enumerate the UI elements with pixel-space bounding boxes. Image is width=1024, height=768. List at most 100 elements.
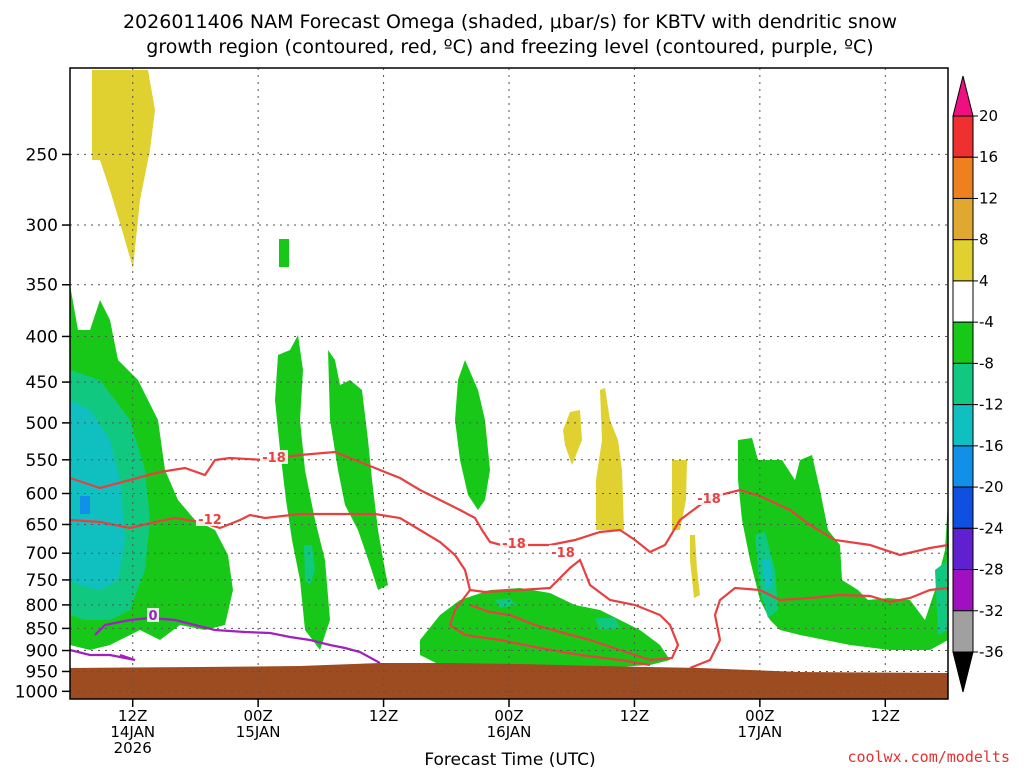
shade-green-small (279, 239, 289, 267)
x-tick-label: 12Z (118, 707, 147, 725)
colorbar-swatch (952, 527, 974, 571)
shade-blue-left (80, 496, 90, 514)
freezing-level-contours (69, 616, 381, 664)
colorbar-label: 4 (979, 272, 989, 290)
colorbar-swatch (952, 156, 974, 199)
y-tick-label: 350 (26, 276, 58, 296)
shade-green-right (738, 438, 948, 650)
contour-label-bg (695, 491, 723, 505)
colorbar-swatch (952, 610, 974, 653)
y-tick-label: 500 (26, 414, 58, 434)
colorbar-label: -4 (979, 313, 994, 331)
colorbar-label: 16 (979, 148, 998, 166)
contour-label: 0 (148, 609, 157, 624)
contour-label: -18 (262, 451, 286, 466)
x-tick-date: 15JAN (236, 723, 281, 741)
shade-yellow-a (563, 410, 582, 465)
colorbar-label: 8 (979, 231, 989, 249)
colorbar-swatch (952, 404, 974, 447)
colorbar-swatch (952, 362, 974, 406)
x-tick-date: 14JAN (110, 723, 155, 741)
x-tick-label: 00Z (745, 707, 774, 725)
x-tick-label: 00Z (494, 707, 523, 725)
y-tick-label: 1000 (15, 682, 58, 702)
colorbar-label: -16 (979, 437, 1004, 455)
shade-yellow-b (596, 388, 624, 530)
y-tick-label: 550 (26, 451, 58, 471)
x-tick-year: 2026 (114, 739, 152, 757)
x-tick-label: 12Z (871, 707, 900, 725)
y-tick-label: 600 (26, 484, 58, 504)
colorbar-label: -24 (979, 519, 1004, 537)
x-tick-date: 16JAN (487, 723, 532, 741)
y-tick-label: 800 (26, 596, 58, 616)
contour-label: -18 (697, 492, 721, 507)
shade-green-col2 (328, 350, 388, 590)
contour-label-bg (549, 545, 577, 559)
contour-label: -18 (502, 537, 526, 552)
contour-label-bg (147, 608, 159, 622)
grid (70, 68, 948, 699)
y-tick-label: 950 (26, 662, 58, 682)
contour-minus18-right (689, 586, 949, 670)
x-axis-label: Forecast Time (UTC) (424, 750, 595, 768)
colorbar-label: -8 (979, 354, 994, 372)
x-tick-label: 12Z (369, 707, 398, 725)
colorbar-label: -32 (979, 602, 1004, 620)
contour-minus12 (69, 512, 651, 667)
y-tick-label: 700 (26, 544, 58, 564)
colorbar-swatch (952, 115, 974, 158)
chart-title-line1: 2026011406 NAM Forecast Omega (shaded, μ… (123, 11, 897, 33)
colorbar-label: -12 (979, 396, 1004, 414)
contour-zero-b (94, 616, 381, 664)
y-tick-label: 650 (26, 515, 58, 535)
shade-teal-dome2 (595, 618, 620, 630)
shade-teal-col1 (304, 545, 315, 585)
contour-minus18-lower (469, 558, 680, 662)
colorbar-swatch (952, 197, 974, 241)
contour-labels: -18 -12 -18 -18 -18 0 (147, 450, 723, 624)
y-tick-label: 850 (26, 619, 58, 639)
y-axis-ticks: 250 300 350 400 450 500 550 600 650 700 750 800 850 9… (15, 145, 70, 702)
y-tick-label: 900 (26, 642, 58, 662)
contour-zero-a (69, 648, 136, 662)
contour-label-bg (500, 536, 528, 550)
y-tick-label: 300 (26, 216, 58, 236)
y-tick-label: 750 (26, 571, 58, 591)
x-tick-label: 12Z (620, 707, 649, 725)
x-tick-date: 17JAN (737, 723, 782, 741)
shade-cyan-right (762, 558, 773, 590)
colorbar-label: -36 (979, 643, 1004, 661)
colorbar-top-arrow (952, 75, 974, 117)
ground-terrain (70, 663, 948, 699)
shade-yellow-upper (92, 70, 155, 268)
colorbar-bottom-arrow (952, 651, 974, 693)
contour-label-bg (260, 450, 288, 464)
colorbar-swatch (952, 569, 974, 612)
colorbar-label: -20 (979, 478, 1004, 496)
shade-teal-dome (495, 598, 515, 608)
shade-yellow-d (690, 535, 700, 598)
colorbar-swatch (952, 280, 974, 323)
contour-label: -18 (551, 546, 575, 561)
colorbar: 20 16 12 8 4 -4 -8 -12 -16 -20 -24 -28 -32 -36 (952, 75, 1004, 693)
shade-yellow-c (672, 460, 687, 530)
colorbar-label: -28 (979, 561, 1004, 579)
contour-label-bg (196, 512, 224, 526)
shade-cyan-left (70, 400, 125, 590)
colorbar-swatch (952, 321, 974, 364)
colorbar-label: 12 (979, 189, 998, 207)
contour-label: -12 (198, 513, 222, 528)
omega-shading (70, 70, 948, 668)
y-tick-label: 400 (26, 327, 58, 347)
credit-text: coolwx.com/modelts (847, 748, 1010, 766)
y-tick-label: 250 (26, 145, 58, 165)
colorbar-swatch (952, 239, 974, 282)
x-tick-label: 00Z (243, 707, 272, 725)
colorbar-swatch (952, 486, 974, 529)
shade-teal-right2 (935, 560, 948, 635)
colorbar-label: 20 (979, 107, 998, 125)
